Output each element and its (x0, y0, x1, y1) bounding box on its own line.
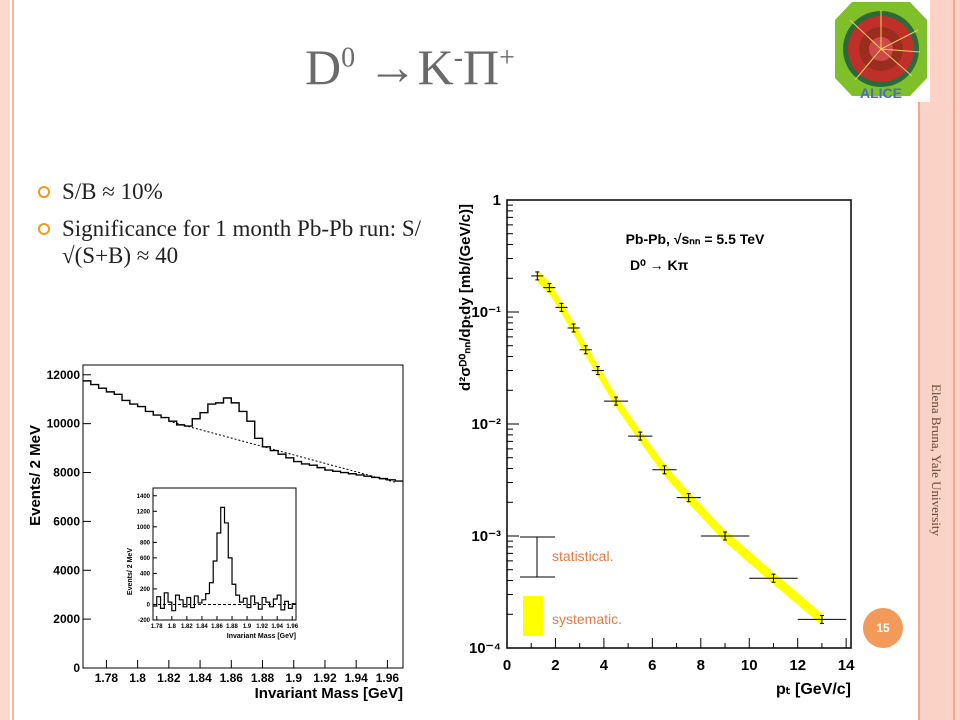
inset-chart-x-tick-label: 1.84 (196, 624, 208, 630)
inset-chart-x-tick-label: 1.8 (168, 624, 177, 630)
mass-chart-y-axis-label: Events/ 2 MeV (27, 425, 44, 526)
mass-chart-x-tick-label: 1.92 (313, 671, 337, 685)
invariant-mass-chart: 1.78 1.8 1.82 1.84 1.86 1.88 1.9 1.92 1.94 1.9602… (27, 364, 404, 702)
bullet-item: S/B ≈ 10% (36, 178, 431, 205)
spectrum-x-tick-label: 14 (838, 657, 855, 674)
mass-chart-x-tick-label: 1.78 (95, 671, 119, 685)
author-sidebar-text: Elena Bruna, Yale University (929, 383, 944, 537)
inset-chart-y-tick-label: 400 (140, 571, 151, 577)
spectrum-x-tick-label: 0 (503, 657, 511, 674)
mass-chart-x-tick-label: 1.84 (188, 671, 212, 685)
right-decor-line (953, 0, 955, 720)
mass-chart-histogram-line (83, 380, 403, 482)
spectrum-x-tick-label: 2 (551, 657, 559, 674)
mass-chart-y-tick-label: 0 (73, 661, 80, 675)
right-decor-line (918, 0, 920, 720)
mass-chart-x-tick-label: 1.8 (129, 671, 146, 685)
page-number-badge: 15 (863, 608, 903, 648)
mass-chart-y-tick-label: 12000 (47, 368, 81, 382)
inset-chart-y-tick-label: 1400 (137, 494, 151, 500)
spectrum-subtitle: D⁰ → Kπ (630, 257, 689, 273)
mass-chart-x-tick-label: 1.96 (376, 671, 400, 685)
spectrum-y-tick-label: 1 (493, 192, 501, 209)
mass-chart-y-tick-label: 2000 (53, 612, 80, 626)
bullet-dot-icon (38, 223, 50, 235)
mass-chart-x-axis-label: Invariant Mass [GeV] (255, 685, 403, 702)
mass-chart-x-tick-label: 1.9 (285, 671, 302, 685)
mass-chart-x-tick-label: 1.82 (157, 671, 181, 685)
left-decor-bar (0, 0, 10, 720)
mass-chart-x-tick-label: 1.88 (251, 671, 275, 685)
mass-chart-x-tick-label: 1.86 (220, 671, 244, 685)
spectrum-y-tick-label: 10⁻⁴ (469, 640, 501, 657)
spectrum-y-axis-label: d²σᴰ⁰ₙₙ/dpₜdy [mb/(GeV/c)] (457, 204, 474, 391)
inset-chart-y-tick-label: -200 (138, 618, 151, 624)
inset-chart-x-tick-label: 1.86 (211, 624, 223, 630)
spectrum-x-tick-label: 8 (697, 657, 705, 674)
inset-chart-histogram-line (153, 506, 296, 612)
mass-chart-background-fit-line (168, 420, 396, 483)
mass-chart-x-tick-label: 1.94 (344, 671, 368, 685)
mass-chart-y-tick-label: 6000 (53, 514, 80, 528)
inset-chart-x-tick-label: 1.92 (256, 624, 268, 630)
spectrum-y-tick-label: 10⁻¹ (471, 304, 501, 321)
spectrum-y-tick-label: 10⁻² (471, 416, 501, 433)
bullet-item: Significance for 1 month Pb-Pb run: S/√(… (36, 215, 431, 269)
legend-systematic-label: systematic. (552, 611, 622, 627)
alice-logo: ALICE (830, 0, 930, 102)
spectrum-y-tick-label: 10⁻³ (471, 528, 501, 545)
spectrum-x-tick-label: 4 (600, 657, 609, 674)
bullet-dot-icon (38, 186, 50, 198)
systematic-band (537, 269, 822, 626)
inset-chart-x-axis-label: Invariant Mass [GeV] (227, 633, 296, 640)
inset-chart-x-tick-label: 1.78 (151, 624, 163, 630)
inset-chart-y-tick-label: 800 (140, 540, 151, 546)
legend-systematic-swatch (523, 596, 543, 636)
spectrum-frame (506, 199, 852, 649)
inset-chart-y-tick-label: 600 (140, 556, 151, 562)
inset-chart-x-tick-label: 1.88 (226, 624, 238, 630)
spectrum-x-axis-label: pₜ [GeV/c] (776, 681, 851, 698)
spectrum-x-tick-label: 6 (648, 657, 656, 674)
inset-chart-x-tick-label: 1.82 (181, 624, 193, 630)
spectrum-x-tick-label: 12 (789, 657, 806, 674)
inset-chart: 1.78 1.8 1.82 1.84 1.86 1.88 1.9 1.92 1.94 1.96 -2… (127, 487, 299, 640)
slide-title: D0 →K-Π+ (305, 39, 515, 95)
pt-spectrum-chart: 0 2 4 6 8 10 12 14 10⁻⁴ 10⁻³ 10⁻² 10⁻¹ 1 Pb-Pb, √sₙₙ … (457, 192, 855, 698)
legend-statistical-label: statistical. (552, 548, 613, 564)
inset-chart-x-tick-label: 1.94 (271, 624, 283, 630)
inset-chart-x-tick-label: 1.9 (243, 624, 252, 630)
inset-chart-y-tick-label: 1200 (137, 509, 151, 515)
inset-chart-y-axis-label: Events/ 2 MeV (127, 548, 134, 595)
logo-text: ALICE (860, 85, 902, 101)
spectrum-x-tick-label: 10 (741, 657, 758, 674)
mass-chart-y-tick-label: 4000 (53, 563, 80, 577)
inset-chart-y-tick-label: 200 (140, 587, 151, 593)
left-decor-line (12, 0, 14, 720)
bullet-list: S/B ≈ 10% Significance for 1 month Pb-Pb… (36, 178, 431, 279)
spectrum-title: Pb-Pb, √sₙₙ = 5.5 TeV (626, 231, 765, 247)
inset-chart-x-tick-label: 1.96 (286, 624, 298, 630)
inset-chart-y-tick-label: 1000 (137, 525, 151, 531)
inset-chart-y-tick-label: 0 (147, 602, 151, 608)
mass-chart-y-tick-label: 8000 (53, 466, 80, 480)
mass-chart-y-tick-label: 10000 (47, 417, 81, 431)
